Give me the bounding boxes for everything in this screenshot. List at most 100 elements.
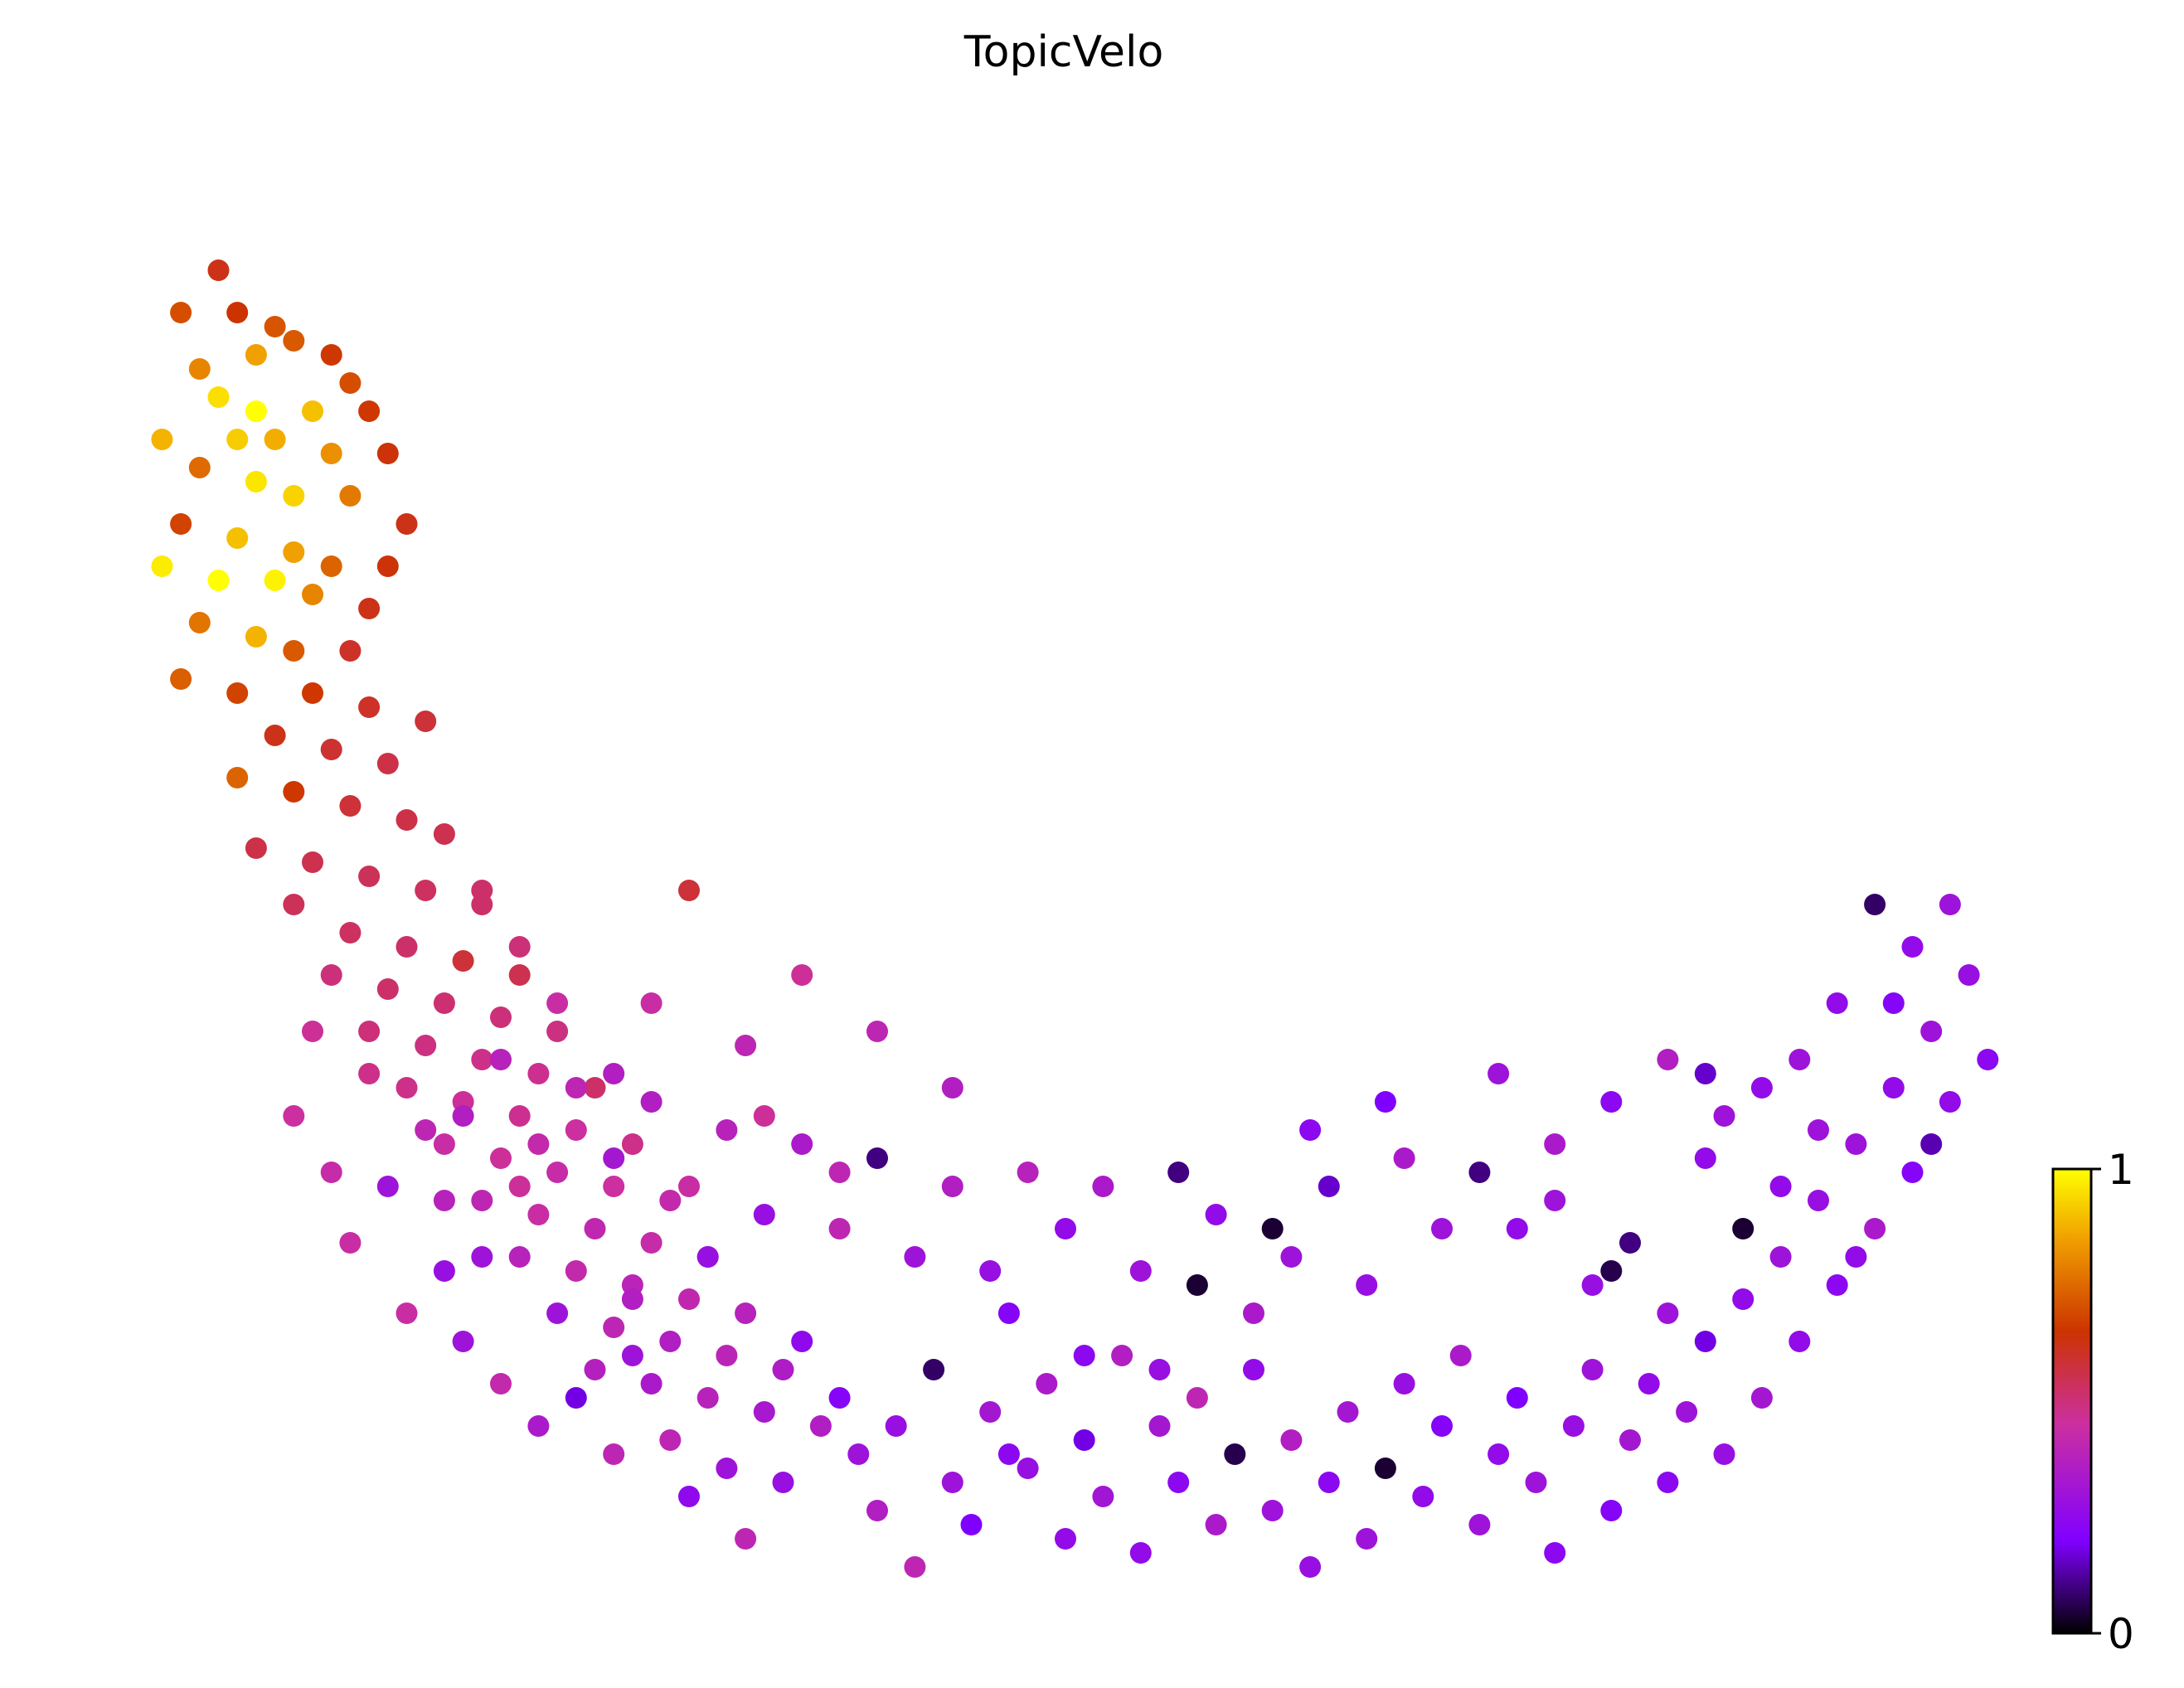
scatter-point [1676,1401,1698,1423]
scatter-point [565,1119,587,1141]
scatter-point [1393,1373,1415,1395]
scatter-point [1694,1147,1716,1169]
scatter-point [170,668,192,690]
scatter-point [302,400,323,422]
scatter-point [1845,1246,1867,1268]
scatter-point [452,950,474,972]
scatter-point [640,1373,662,1395]
scatter-point [1186,1387,1208,1409]
scatter-point [1449,1345,1472,1366]
scatter-point [320,443,342,464]
colorbar-label-max: 1 [2108,1146,2134,1194]
scatter-point [1243,1359,1264,1380]
scatter-point [358,866,381,887]
scatter-point [1657,1049,1679,1070]
scatter-point [1055,1218,1076,1239]
scatter-point [584,1359,606,1380]
scatter-point [828,1162,851,1183]
scatter-points [151,260,1999,1578]
scatter-point [546,1162,569,1183]
scatter-point [508,1246,531,1268]
scatter-point [1374,1091,1396,1113]
scatter-point [603,1317,625,1338]
scatter-point [1657,1302,1679,1324]
scatter-point [1845,1133,1867,1155]
scatter-point [866,1021,888,1042]
scatter-point [716,1458,738,1479]
scatter-point [1864,894,1886,915]
scatter-point [716,1345,738,1366]
scatter-point [339,1232,362,1254]
scatter-point [828,1387,851,1409]
scatter-point [1581,1359,1604,1380]
scatter-point [1826,1274,1848,1296]
scatter-point [1750,1387,1773,1409]
scatter-point [696,1246,719,1268]
scatter-point [1431,1415,1453,1437]
scatter-point [508,1176,531,1197]
scatter-point [415,711,437,732]
scatter-point [396,936,418,958]
scatter-point [1167,1472,1190,1493]
scatter-point [640,992,662,1014]
scatter-point [584,1218,606,1239]
scatter-point [527,1133,550,1155]
scatter-point [302,1021,323,1042]
scatter-point [1374,1458,1396,1479]
scatter-point [1920,1021,1943,1042]
scatter-point [490,1373,512,1395]
scatter-point [264,316,286,337]
scatter-point [565,1077,587,1099]
scatter-point [1129,1260,1152,1282]
scatter-point [678,1176,700,1197]
scatter-point [1901,1162,1924,1183]
scatter-point [1750,1077,1773,1099]
scatter-point [1619,1429,1641,1451]
colorbar-label-min: 0 [2108,1610,2134,1658]
scatter-point [358,1021,381,1042]
scatter-point [471,880,493,901]
scatter-point [376,978,399,1000]
scatter-point [941,1176,963,1197]
scatter-point [696,1387,719,1409]
scatter-point [1205,1514,1227,1535]
scatter-point [847,1443,870,1465]
scatter-point [433,823,455,845]
scatter-point [1186,1274,1208,1296]
scatter-point [1243,1302,1264,1324]
scatter-point [1600,1500,1623,1521]
scatter-point [1261,1218,1284,1239]
scatter-point [866,1147,888,1169]
scatter-point [1581,1274,1604,1296]
scatter-point [396,1302,418,1324]
scatter-point [320,739,342,760]
scatter-point [772,1472,794,1493]
scatter-point [904,1556,926,1578]
scatter-point [245,344,267,366]
scatter-point [1713,1105,1735,1127]
scatter-point [226,429,249,450]
scatter-point [170,302,192,323]
scatter-point [1261,1500,1284,1521]
scatter-point [471,1049,493,1070]
scatter-point [603,1063,625,1084]
scatter-point [433,1190,455,1211]
scatter-point [396,1077,418,1099]
scatter-point [1544,1133,1566,1155]
scatter-point [452,1105,474,1127]
scatter-point [433,992,455,1014]
scatter-point [283,330,305,352]
scatter-point [546,992,569,1014]
scatter-point [1167,1162,1190,1183]
scatter-point [1920,1133,1943,1155]
scatter-point [1713,1443,1735,1465]
scatter-point [1280,1429,1303,1451]
scatter-point [1017,1162,1039,1183]
scatter-point [320,344,342,366]
scatter-point [1280,1246,1303,1268]
scatter-point [264,429,286,450]
scatter-point [923,1359,945,1380]
scatter-point [1148,1415,1171,1437]
scatter-point [678,1288,700,1310]
scatter-point [245,837,267,859]
